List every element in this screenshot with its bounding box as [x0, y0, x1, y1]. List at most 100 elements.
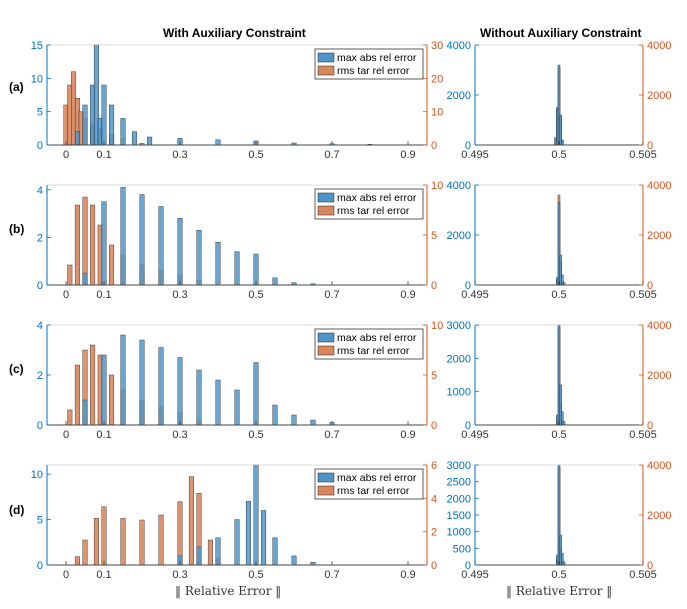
- x-tick-label-p2-5: 0.9: [400, 429, 415, 441]
- legend-swatch-orange-p3: [317, 485, 335, 496]
- right-column-title: Without Auxiliary Constraint: [480, 26, 642, 40]
- right-y-tick-label-p3-1: 2: [431, 527, 437, 539]
- right-y-tick-label-p2-1: 5: [431, 370, 437, 382]
- blue-bar-p1-3: [139, 194, 145, 286]
- x-tick-label-p2-2: 0.3: [172, 429, 187, 441]
- x-tick-label-p4-0: 0.495: [461, 149, 489, 161]
- left-y-tick-label-p6-3: 3000: [447, 320, 471, 332]
- left-y-tick-label-p6-1: 1000: [447, 387, 471, 399]
- blue-bar-p3-8: [291, 555, 297, 566]
- blue-bar-p1-9: [253, 253, 259, 286]
- right-y-tick-label-p0-3: 30: [431, 40, 443, 52]
- x-tick-label-p1-1: 0.1: [96, 289, 111, 301]
- orange-bar-p3-1: [82, 539, 88, 566]
- blue-bar-p2-4: [158, 347, 164, 426]
- right-y-tick-label-p5-0: 0: [647, 280, 653, 292]
- row-label-a: (a): [9, 80, 24, 94]
- blue-bar-p3-3: [234, 519, 240, 566]
- orange-bar-p1-5: [109, 244, 115, 286]
- right-y-tick-label-p1-0: 0: [431, 280, 437, 292]
- x-tick-label-p1-3: 0.5: [248, 289, 263, 301]
- orange-bar-p2-1: [74, 364, 80, 426]
- left-y-tick-label-p5-0: 0: [465, 280, 471, 292]
- orange-bar-p3-7: [177, 501, 183, 566]
- left-y-tick-label-p0-2: 10: [31, 73, 43, 85]
- right-y-tick-label-p6-1: 2000: [647, 370, 671, 382]
- legend-label-orange-p2: rms tar rel error: [337, 345, 410, 357]
- x-tick-label-p0-5: 0.9: [400, 149, 415, 161]
- right-y-tick-label-p4-0: 0: [647, 140, 653, 152]
- x-tick-label-p0-0: 0: [63, 149, 69, 161]
- blue-bar-p1-4: [158, 206, 164, 286]
- right-y-tick-label-p6-0: 0: [647, 420, 653, 432]
- blue-bar-p2-12: [310, 419, 316, 426]
- right-y-tick-label-p0-1: 10: [431, 107, 443, 119]
- blue-bar-p1-5: [177, 218, 183, 286]
- legend-label-blue-p2: max abs rel error: [337, 332, 417, 344]
- right-y-tick-label-p5-1: 2000: [647, 230, 671, 242]
- left-y-tick-label-p6-2: 2000: [447, 353, 471, 365]
- blue-bar-p0-6: [109, 104, 115, 146]
- orange-bar-p3-5: [139, 519, 145, 566]
- x-tick-label-p6-0: 0.495: [461, 429, 489, 441]
- blue-bar-p3-6: [261, 510, 267, 566]
- blue-bar-p1-0: [82, 272, 88, 286]
- left-y-tick-label-p2-0: 0: [37, 420, 43, 432]
- orange-bar-p3-3: [101, 506, 107, 566]
- x-tick-label-p3-2: 0.3: [172, 569, 187, 581]
- blue-bar-p0-11: [215, 139, 221, 146]
- left-y-tick-label-p7-1: 500: [453, 543, 471, 555]
- legend-swatch-orange-p2: [317, 345, 335, 356]
- blue-bar-p3-4: [245, 501, 251, 566]
- x-tick-label-p5-0: 0.495: [461, 289, 489, 301]
- x-tick-label-p1-0: 0: [63, 289, 69, 301]
- legend-label-orange-p0: rms tar rel error: [337, 65, 410, 77]
- left-y-tick-label-p4-0: 0: [465, 140, 471, 152]
- x-tick-label-p7-2: 0.505: [629, 569, 657, 581]
- legend-label-orange-p3: rms tar rel error: [337, 485, 410, 497]
- legend-label-blue-p1: max abs rel error: [337, 192, 417, 204]
- left-x-axis-label: ‖ Relative Error ‖: [175, 584, 282, 598]
- x-tick-label-p3-5: 0.9: [400, 569, 415, 581]
- blue-bar-p3-5: [253, 464, 259, 566]
- left-y-tick-label-p2-2: 4: [37, 320, 43, 332]
- left-y-tick-label-p7-2: 1000: [447, 527, 471, 539]
- left-y-tick-label-p4-2: 4000: [447, 40, 471, 52]
- x-tick-label-p1-5: 0.9: [400, 289, 415, 301]
- orange-bar-p2-3: [90, 344, 96, 426]
- right-y-tick-label-p6-2: 4000: [647, 320, 671, 332]
- left-column-title: With Auxiliary Constraint: [163, 26, 306, 40]
- left-y-tick-label-p5-2: 4000: [447, 180, 471, 192]
- orange-bar-p1-1: [74, 204, 80, 286]
- orange-bar-p3-6: [158, 514, 164, 566]
- left-y-tick-label-p1-1: 2: [37, 232, 43, 244]
- orange-bar-p3-8: [188, 476, 194, 566]
- x-tick-label-p0-2: 0.3: [172, 149, 187, 161]
- blue-bar-p0-5: [101, 84, 107, 146]
- blue-bar-p2-7: [215, 379, 221, 426]
- blue-bar-p3-1: [196, 546, 202, 566]
- x-tick-label-p4-1: 0.5: [551, 149, 566, 161]
- left-y-tick-label-p3-1: 5: [37, 515, 43, 527]
- left-y-tick-label-p0-1: 5: [37, 107, 43, 119]
- blue-bar-p2-11: [291, 414, 297, 426]
- left-y-tick-label-p4-1: 2000: [447, 90, 471, 102]
- blue-bar-p2-3: [139, 339, 145, 426]
- legend-label-orange-p1: rms tar rel error: [337, 205, 410, 217]
- right-y-tick-label-p3-0: 0: [431, 560, 437, 572]
- left-y-tick-label-p7-5: 2500: [447, 477, 471, 489]
- blue-bar-p1-2: [120, 187, 126, 286]
- legend-swatch-blue-p2: [317, 332, 335, 343]
- row-label-c: (c): [9, 362, 24, 376]
- left-y-tick-label-p7-4: 2000: [447, 493, 471, 505]
- row-label-d: (d): [9, 503, 25, 517]
- right-x-axis-label: ‖ Relative Error ‖: [506, 584, 613, 598]
- x-tick-label-p3-3: 0.5: [248, 569, 263, 581]
- legend-swatch-blue-p1: [317, 192, 335, 203]
- right-y-tick-label-p3-2: 4: [431, 493, 437, 505]
- left-y-tick-label-p1-2: 4: [37, 185, 43, 197]
- x-tick-label-p4-2: 0.505: [629, 149, 657, 161]
- x-tick-label-p2-4: 0.7: [324, 429, 339, 441]
- left-y-tick-label-p3-2: 10: [31, 469, 43, 481]
